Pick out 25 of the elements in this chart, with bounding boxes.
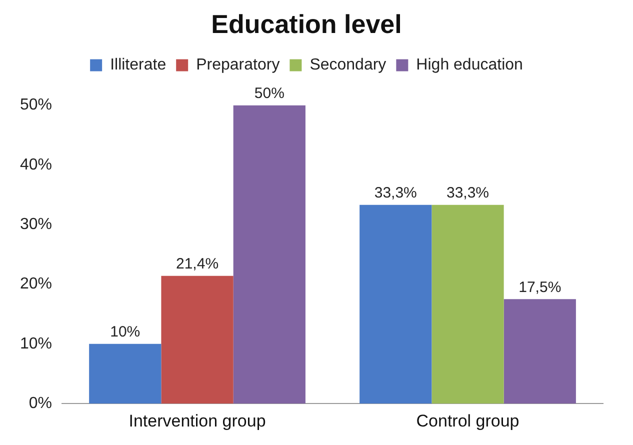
bar [233, 105, 306, 404]
data-label: 10% [110, 324, 140, 341]
bar [504, 299, 576, 404]
bar [360, 204, 432, 404]
legend-label: Secondary [310, 56, 386, 74]
data-label: 33,3% [446, 184, 490, 202]
x-tick-label: Intervention group [128, 411, 266, 430]
legend-label: Illiterate [110, 56, 166, 74]
x-tick-label: Control group [416, 411, 520, 430]
data-label: 17,5% [518, 278, 562, 296]
data-label: 50% [254, 84, 284, 102]
y-tick-label: 40% [20, 156, 52, 174]
y-tick-label: 0% [28, 395, 52, 412]
chart-title: Education level [211, 8, 402, 39]
data-label: 33,3% [374, 184, 417, 202]
y-tick-label: 20% [20, 276, 52, 293]
legend-label: Preparatory [196, 56, 280, 74]
y-tick-label: 30% [20, 216, 52, 233]
data-label: 21,4% [176, 256, 219, 273]
y-tick-label: 10% [20, 335, 52, 352]
y-tick-label: 50% [20, 96, 52, 114]
bar [161, 276, 234, 404]
legend-label: High education [416, 56, 523, 74]
bar [89, 344, 162, 404]
bar [432, 204, 504, 404]
